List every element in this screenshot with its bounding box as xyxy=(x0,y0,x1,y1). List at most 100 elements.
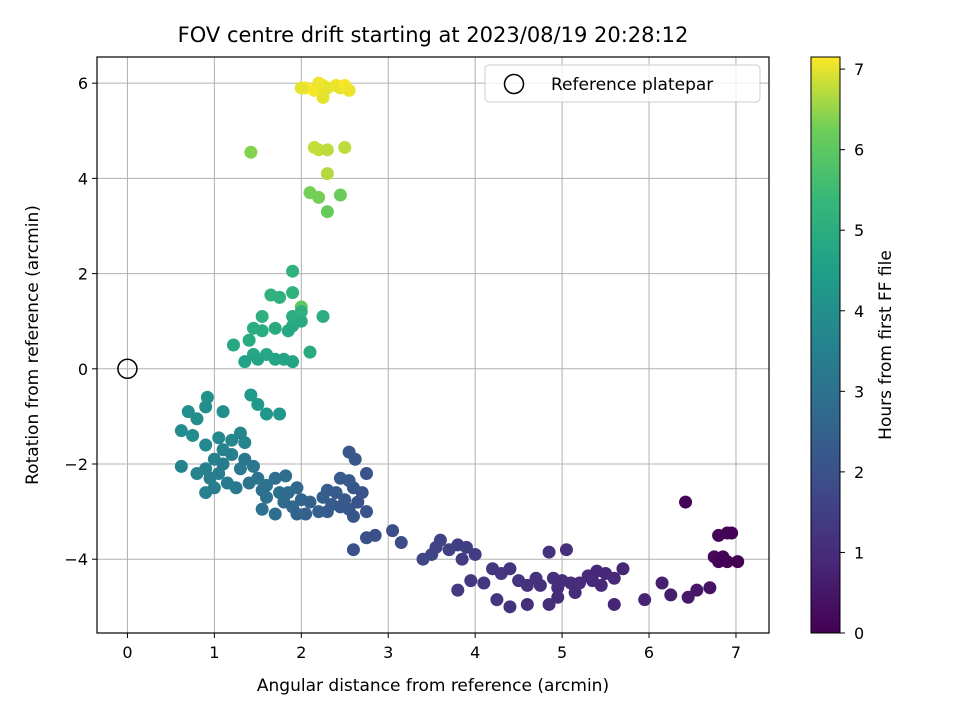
data-point xyxy=(490,593,504,607)
data-point xyxy=(731,555,745,569)
data-point xyxy=(281,324,295,338)
x-tick-label: 4 xyxy=(470,643,480,662)
x-tick-label: 0 xyxy=(122,643,132,662)
data-point xyxy=(725,526,739,540)
data-point xyxy=(242,333,256,347)
data-point xyxy=(273,290,287,304)
data-point xyxy=(229,481,243,495)
data-point xyxy=(242,476,256,490)
data-point xyxy=(255,324,269,338)
y-tick-label: 6 xyxy=(78,74,88,93)
x-tick-label: 6 xyxy=(644,643,654,662)
legend-entry-reference: Reference platepar xyxy=(551,75,713,95)
data-point xyxy=(294,305,308,319)
legend-marker xyxy=(503,73,525,95)
x-tick-label: 3 xyxy=(383,643,393,662)
data-point xyxy=(342,474,356,488)
data-point xyxy=(320,143,334,157)
legend-box xyxy=(484,64,761,103)
data-point xyxy=(338,140,352,154)
data-point xyxy=(559,543,573,557)
colorbar-tick-label: 6 xyxy=(854,141,864,160)
x-tick-label: 2 xyxy=(296,643,306,662)
data-point xyxy=(638,593,652,607)
data-point xyxy=(238,436,252,450)
data-point xyxy=(433,533,447,547)
colorbar-gradient xyxy=(810,56,841,634)
data-point xyxy=(520,578,534,592)
data-point xyxy=(542,597,556,611)
x-tick-label: 1 xyxy=(209,643,219,662)
data-point xyxy=(346,509,360,523)
data-point xyxy=(346,543,360,557)
data-point xyxy=(464,574,478,588)
data-point xyxy=(320,205,334,219)
data-point xyxy=(468,547,482,561)
y-tick-label: −2 xyxy=(64,455,88,474)
data-point xyxy=(199,438,213,452)
data-point xyxy=(226,338,240,352)
data-point xyxy=(681,590,695,604)
data-point xyxy=(655,576,669,590)
x-axis-ticks: 0 1 2 3 4 5 6 7 xyxy=(122,633,741,662)
x-axis-label: Angular distance from reference (arcmin) xyxy=(257,676,609,696)
data-point xyxy=(616,562,630,576)
data-point xyxy=(225,433,239,447)
data-point xyxy=(181,405,195,419)
colorbar-ticks: 0 1 2 3 4 5 6 7 xyxy=(840,60,864,643)
data-point xyxy=(268,321,282,335)
data-point xyxy=(199,400,213,414)
data-point xyxy=(290,507,304,521)
data-point xyxy=(359,505,373,519)
data-point xyxy=(342,83,356,97)
data-point xyxy=(303,345,317,359)
colorbar-tick-label: 4 xyxy=(854,302,864,321)
colorbar-tick-label: 2 xyxy=(854,463,864,482)
data-point xyxy=(503,600,517,614)
data-point xyxy=(359,467,373,481)
data-point xyxy=(216,457,230,471)
data-point xyxy=(290,481,304,495)
data-point xyxy=(286,355,300,369)
data-point xyxy=(459,540,473,554)
data-point xyxy=(355,486,369,500)
colorbar-tick-label: 1 xyxy=(854,543,864,562)
data-point xyxy=(533,578,547,592)
colorbar: 0 1 2 3 4 5 6 7 Hours from first FF file xyxy=(810,56,896,643)
data-point xyxy=(255,309,269,323)
data-point xyxy=(268,471,282,485)
data-point xyxy=(679,495,693,509)
data-point xyxy=(174,424,188,438)
data-point xyxy=(260,478,274,492)
data-point xyxy=(260,490,274,504)
data-point xyxy=(451,583,465,597)
data-point xyxy=(238,355,252,369)
data-point xyxy=(368,528,382,542)
data-point xyxy=(251,352,265,366)
y-tick-label: 2 xyxy=(78,265,88,284)
data-point xyxy=(225,447,239,461)
y-tick-label: 0 xyxy=(78,360,88,379)
data-point xyxy=(186,428,200,442)
data-point xyxy=(664,588,678,602)
data-point xyxy=(394,536,408,550)
colorbar-tick-label: 0 xyxy=(854,624,864,643)
data-point xyxy=(551,590,565,604)
data-point xyxy=(320,505,334,519)
colorbar-tick-label: 7 xyxy=(854,60,864,79)
data-point xyxy=(251,398,265,412)
data-point xyxy=(244,145,258,159)
data-point xyxy=(316,309,330,323)
x-tick-label: 5 xyxy=(557,643,567,662)
y-tick-label: −4 xyxy=(64,550,88,569)
data-point xyxy=(279,469,293,483)
data-point xyxy=(246,459,260,473)
data-point xyxy=(216,405,230,419)
data-point xyxy=(333,188,347,202)
data-point xyxy=(703,581,717,595)
colorbar-tick-label: 3 xyxy=(854,382,864,401)
data-point xyxy=(312,190,326,204)
data-point xyxy=(455,552,469,566)
data-point xyxy=(329,486,343,500)
data-point xyxy=(690,583,704,597)
